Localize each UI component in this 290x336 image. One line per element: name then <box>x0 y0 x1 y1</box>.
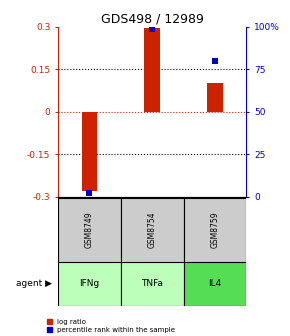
Bar <box>121 262 184 306</box>
Text: agent ▶: agent ▶ <box>16 280 52 288</box>
Legend: log ratio, percentile rank within the sample: log ratio, percentile rank within the sa… <box>47 319 175 333</box>
Title: GDS498 / 12989: GDS498 / 12989 <box>101 13 204 26</box>
Bar <box>58 198 121 262</box>
Text: IFNg: IFNg <box>79 280 99 288</box>
Text: GSM8754: GSM8754 <box>148 212 157 249</box>
Bar <box>184 198 246 262</box>
Text: GSM8749: GSM8749 <box>85 212 94 249</box>
Text: TNFa: TNFa <box>141 280 163 288</box>
Bar <box>184 262 246 306</box>
Bar <box>58 262 121 306</box>
Text: IL4: IL4 <box>209 280 222 288</box>
Text: GSM8759: GSM8759 <box>211 212 220 249</box>
Bar <box>81 112 97 191</box>
Bar <box>121 198 184 262</box>
Bar <box>144 28 160 112</box>
Bar <box>207 83 223 112</box>
